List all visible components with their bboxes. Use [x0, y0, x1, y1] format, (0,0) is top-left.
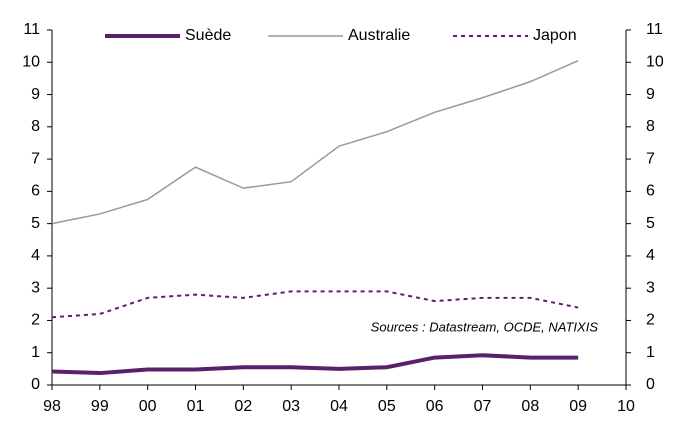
y2-tick-label: 5 [646, 215, 655, 232]
y-tick-label: 2 [31, 312, 40, 329]
y-tick-label: 9 [31, 86, 40, 103]
y2-tick-label: 3 [646, 279, 655, 296]
line-series [51, 290, 579, 319]
x-tick-label: 07 [474, 398, 492, 415]
y-tick-label: 5 [31, 215, 40, 232]
y2-tick-label: 4 [646, 247, 655, 264]
y2-tick-label: 8 [646, 118, 655, 135]
y-tick-label: 7 [31, 150, 40, 167]
line-series [51, 353, 579, 376]
y-tick-label: 1 [31, 344, 40, 361]
x-tick-label: 00 [139, 398, 157, 415]
y-tick-label: 6 [31, 183, 40, 200]
x-tick-label: 08 [521, 398, 539, 415]
y2-tick-label: 2 [646, 312, 655, 329]
x-tick-label: 01 [187, 398, 205, 415]
x-tick-label: 10 [617, 398, 635, 415]
x-tick-label: 09 [569, 398, 587, 415]
legend-label: Japon [533, 27, 577, 44]
x-tick-label: 02 [234, 398, 252, 415]
y2-tick-label: 7 [646, 150, 655, 167]
y2-tick-label: 9 [646, 86, 655, 103]
x-tick-label: 06 [426, 398, 444, 415]
y2-tick-label: 1 [646, 344, 655, 361]
x-tick-label: 03 [282, 398, 300, 415]
y-tick-label: 4 [31, 247, 40, 264]
y2-tick-label: 6 [646, 183, 655, 200]
line-series [51, 59, 579, 225]
y2-tick-label: 0 [646, 376, 655, 393]
x-tick-label: 98 [43, 398, 61, 415]
y2-tick-label: 11 [646, 21, 663, 38]
y-tick-label: 11 [23, 21, 40, 38]
y2-tick-label: 10 [646, 53, 664, 70]
y-tick-label: 8 [31, 118, 40, 135]
y-tick-label: 0 [31, 376, 40, 393]
legend-label: Australie [348, 27, 410, 44]
legend-label: Suède [185, 27, 231, 44]
y-tick-label: 10 [22, 53, 40, 70]
annotation: Sources : Datastream, OCDE, NATIXIS [371, 319, 599, 334]
y-tick-label: 3 [31, 279, 40, 296]
x-tick-label: 05 [378, 398, 396, 415]
x-tick-label: 04 [330, 398, 348, 415]
x-tick-label: 99 [91, 398, 109, 415]
